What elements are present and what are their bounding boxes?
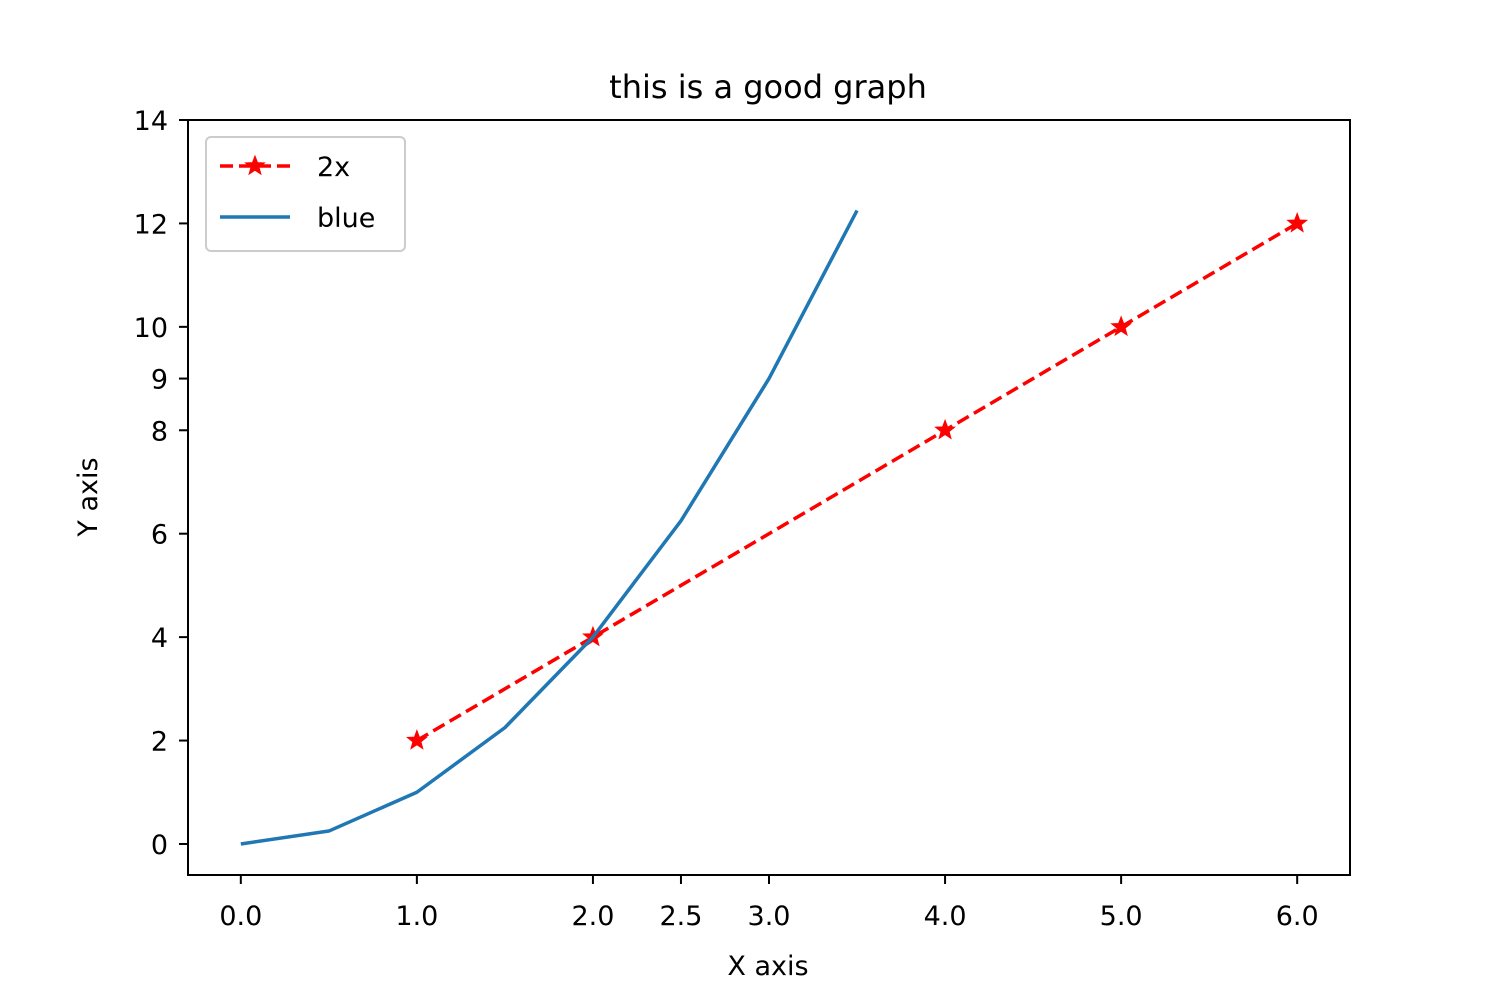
x-tick-label: 5.0 bbox=[1100, 901, 1143, 932]
data-point-2x bbox=[1110, 315, 1132, 337]
plot-area bbox=[240, 209, 1309, 846]
chart-title: this is a good graph bbox=[609, 68, 927, 106]
x-axis-label: X axis bbox=[727, 951, 808, 982]
y-tick-label: 14 bbox=[134, 106, 168, 137]
legend-label-blue: blue bbox=[317, 203, 375, 234]
data-point-2x bbox=[406, 729, 428, 750]
y-tick-label: 8 bbox=[151, 416, 168, 447]
y-tick-label: 9 bbox=[151, 365, 168, 396]
y-tick-label: 6 bbox=[151, 520, 168, 551]
legend: 2x blue bbox=[205, 136, 406, 252]
x-axis-ticks: 0.0 1.0 2.0 2.5 3.0 4.0 5.0 6.0 bbox=[219, 875, 1319, 932]
y-tick-label: 0 bbox=[151, 830, 168, 861]
y-axis-label: Y axis bbox=[73, 457, 104, 537]
y-tick-label: 12 bbox=[134, 209, 168, 240]
y-axis-ticks: 0 2 4 6 8 9 10 12 14 bbox=[134, 106, 188, 861]
series-line-blue bbox=[240, 209, 859, 846]
x-tick-label: 2.5 bbox=[659, 901, 702, 932]
x-tick-label: 2.0 bbox=[571, 901, 614, 932]
x-tick-label: 3.0 bbox=[748, 901, 791, 932]
legend-marker-2x bbox=[244, 154, 266, 176]
x-tick-label: 0.0 bbox=[219, 901, 262, 932]
x-tick-label: 4.0 bbox=[924, 901, 967, 932]
y-tick-label: 4 bbox=[151, 623, 168, 654]
x-tick-label: 6.0 bbox=[1276, 901, 1319, 932]
legend-label-2x: 2x bbox=[317, 152, 350, 183]
y-tick-label: 2 bbox=[151, 727, 168, 758]
data-point-2x bbox=[1286, 211, 1309, 233]
y-tick-label: 10 bbox=[134, 313, 168, 344]
x-tick-label: 1.0 bbox=[395, 901, 438, 932]
data-point-2x bbox=[934, 418, 956, 440]
series-line-2x bbox=[415, 221, 1299, 743]
